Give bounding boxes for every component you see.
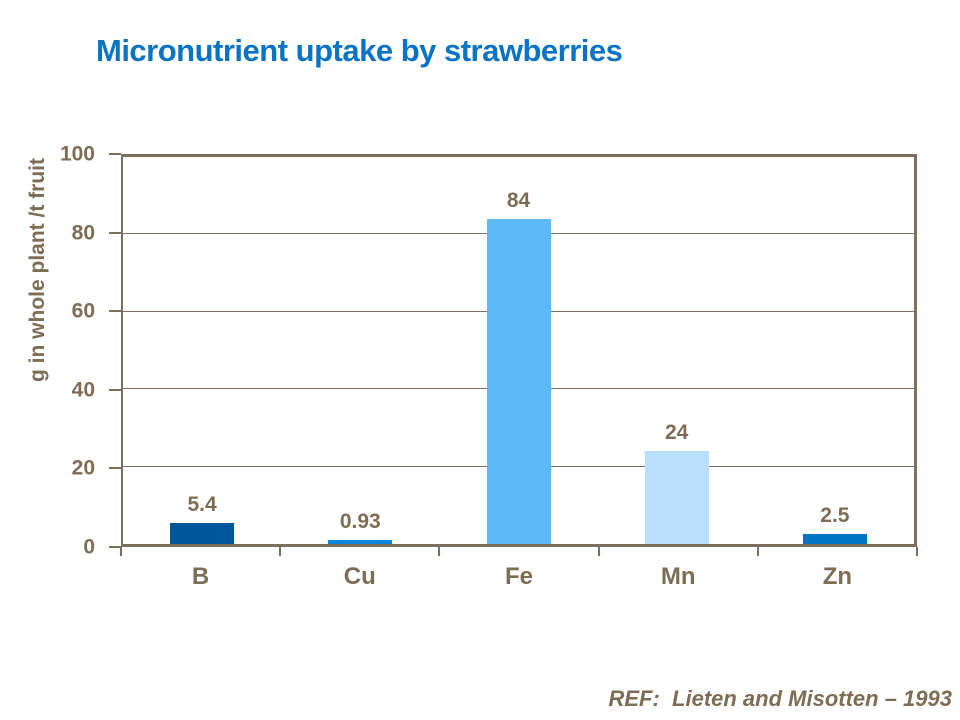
category-label: B	[191, 563, 210, 590]
plot-inner: 5.4 0.93 84 24 2.5	[123, 157, 914, 544]
bar-Mn	[644, 451, 709, 544]
y-tick-label: 20	[71, 456, 95, 480]
x-tick-mark	[438, 547, 441, 556]
y-tick-label: 80	[71, 221, 95, 245]
y-tick-mark	[109, 231, 121, 234]
y-tick-mark	[109, 153, 121, 155]
category-label: Fe	[504, 563, 534, 590]
bar-Zn	[802, 534, 867, 544]
bar-B	[170, 523, 235, 544]
bar-Fe	[486, 218, 551, 544]
y-tick-mark	[109, 467, 121, 470]
y-tick-label: 0	[83, 535, 95, 559]
category-label: Mn	[660, 563, 696, 590]
y-tick-mark	[109, 546, 121, 548]
x-tick-mark	[916, 547, 918, 556]
y-tick-label: 100	[59, 142, 95, 166]
category-label: Zn	[822, 563, 853, 590]
x-tick-mark	[756, 547, 759, 556]
bar-value-label: 84	[506, 188, 531, 212]
category-label: Cu	[343, 563, 376, 590]
x-tick-mark	[597, 547, 600, 556]
bar-value-label: 24	[665, 421, 689, 445]
reference-text: REF: Lieten and Misotten – 1993	[608, 686, 952, 711]
x-tick-mark	[279, 547, 282, 556]
y-tick-mark	[109, 388, 121, 391]
x-axis-category-labels: B Cu Fe Mn Zn	[121, 563, 917, 593]
y-axis: 0 20 40 60 80 100	[0, 144, 121, 558]
y-tick-label: 40	[71, 378, 95, 402]
x-tick-mark	[120, 547, 122, 556]
y-tick-label: 60	[71, 299, 95, 323]
chart-title: Micronutrient uptake by strawberries	[96, 33, 623, 68]
plot-area: 5.4 0.93 84 24 2.5	[121, 154, 917, 547]
bar-value-label: 5.4	[187, 493, 217, 517]
bar-value-label: 2.5	[820, 504, 850, 528]
y-tick-mark	[109, 310, 121, 313]
x-axis-ticks	[120, 547, 918, 556]
bar-value-label: 0.93	[339, 510, 381, 534]
bar-Cu	[328, 540, 393, 544]
